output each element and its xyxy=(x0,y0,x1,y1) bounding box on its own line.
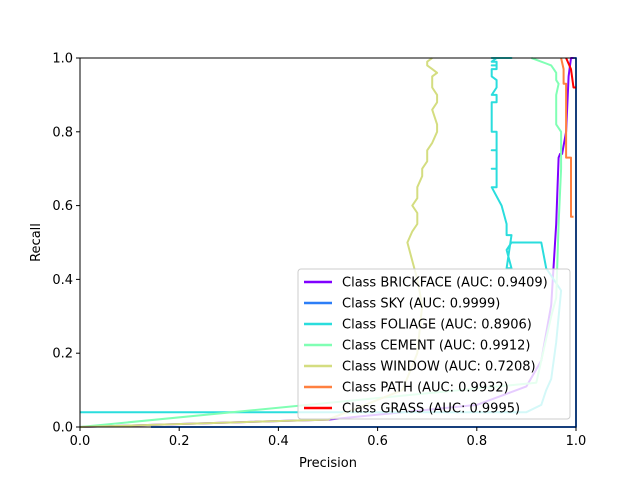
series-line-5 xyxy=(560,57,574,218)
y-tick-label: 1.0 xyxy=(52,52,73,67)
legend: Class BRICKFACE (AUC: 0.9409) Class SKY (… xyxy=(297,268,571,420)
legend-label-3: Class CEMENT (AUC: 0.9912) xyxy=(342,339,530,354)
x-tick-label: 0.8 xyxy=(466,434,487,449)
x-tick-label: 1.0 xyxy=(566,434,587,449)
plot-area-frame xyxy=(79,57,577,428)
legend-label-4: Class WINDOW (AUC: 0.7208) xyxy=(342,360,536,375)
x-tick-label: 0.2 xyxy=(169,434,190,449)
y-tick-label: 0.8 xyxy=(52,125,73,140)
x-tick-label: 0.6 xyxy=(367,434,388,449)
axis-ticks: 0.0 0.2 0.4 0.6 0.8 1.0 0.0 0.2 0.4 0.6 0.8 1.0 xyxy=(52,52,586,450)
y-axis-label: Recall xyxy=(29,223,44,262)
legend-box xyxy=(297,268,571,420)
y-tick-label: 0.0 xyxy=(52,421,73,436)
legend-label-0: Class BRICKFACE (AUC: 0.9409) xyxy=(342,276,548,291)
y-tick-label: 0.2 xyxy=(52,347,73,362)
x-tick-label: 0.0 xyxy=(70,434,91,449)
x-axis-label: Precision xyxy=(299,456,357,471)
y-tick-label: 0.4 xyxy=(52,273,73,288)
legend-label-2: Class FOLIAGE (AUC: 0.8906) xyxy=(342,318,532,333)
y-tick-label: 0.6 xyxy=(52,199,73,214)
series-line-6 xyxy=(565,57,576,89)
x-tick-label: 0.4 xyxy=(268,434,289,449)
legend-label-5: Class PATH (AUC: 0.9932) xyxy=(342,381,509,396)
legend-label-1: Class SKY (AUC: 0.9999) xyxy=(342,297,500,312)
legend-label-6: Class GRASS (AUC: 0.9995) xyxy=(342,402,520,417)
